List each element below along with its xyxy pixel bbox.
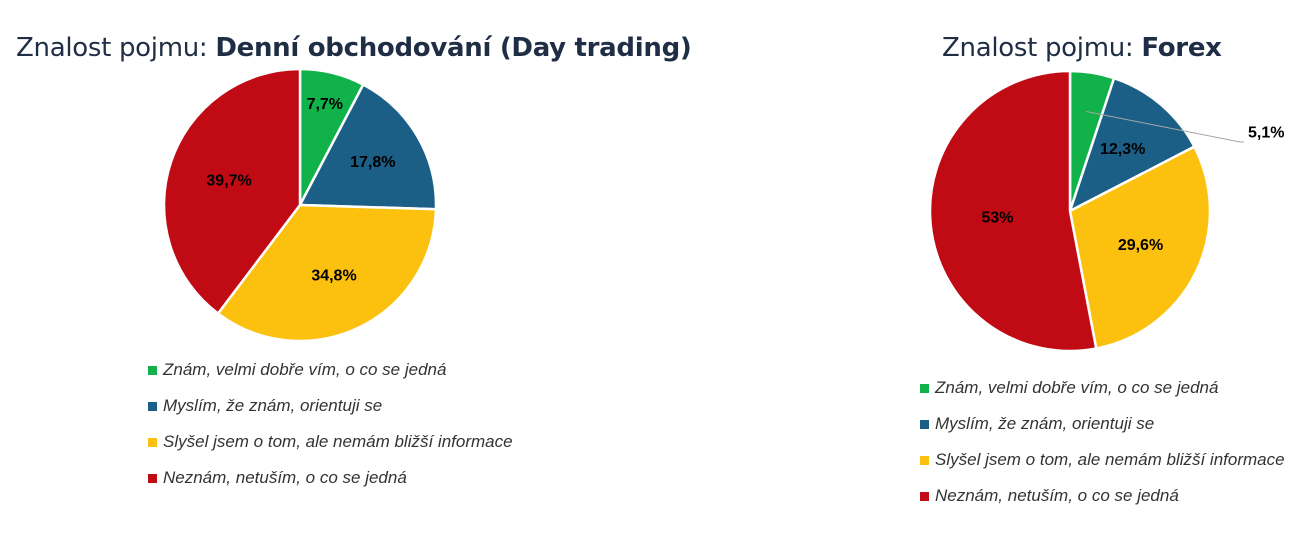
legend: Znám, velmi dobře vím, o co se jedná Mys… bbox=[148, 352, 513, 496]
legend-label: Neznám, netuším, o co se jedná bbox=[935, 486, 1179, 505]
pie-slice bbox=[162, 67, 302, 315]
pie-plot: 5,1% 12,3% 29,6% 53% bbox=[928, 69, 1284, 353]
legend-swatch bbox=[920, 455, 929, 465]
legend-item: Slyšel jsem o tom, ale nemám bližší info… bbox=[920, 442, 1285, 478]
data-label: 5,1% bbox=[1248, 125, 1284, 142]
legend-swatch bbox=[148, 437, 157, 447]
pie-chart-forex: Znalost pojmu: Forex 5,1% 12,3% 29,6% 53% Z… bbox=[900, 0, 1314, 535]
legend-label: Myslím, že znám, orientuji se bbox=[935, 414, 1155, 433]
data-label: 39,7% bbox=[206, 173, 251, 190]
data-label: 29,6% bbox=[1118, 237, 1163, 254]
legend-swatch bbox=[148, 365, 157, 375]
legend-item: Myslím, že znám, orientuji se bbox=[920, 406, 1285, 442]
legend-label: Myslím, že znám, orientuji se bbox=[163, 396, 383, 415]
data-label: 34,8% bbox=[311, 268, 356, 285]
pie-slice bbox=[928, 69, 1098, 353]
pie-chart-day-trading: Znalost pojmu: Denní obchodování (Day tr… bbox=[16, 33, 692, 496]
legend-label: Slyšel jsem o tom, ale nemám bližší info… bbox=[935, 450, 1285, 469]
pie-plot: 7,7% 17,8% 34,8% 39,7% bbox=[162, 67, 438, 343]
legend-item: Myslím, že znám, orientuji se bbox=[148, 388, 513, 424]
legend: Znám, velmi dobře vím, o co se jedná Mys… bbox=[920, 370, 1285, 514]
chart-title: Znalost pojmu: Denní obchodování (Day tr… bbox=[16, 33, 692, 63]
legend-label: Znám, velmi dobře vím, o co se jedná bbox=[163, 360, 447, 379]
data-label: 17,8% bbox=[350, 154, 395, 171]
legend-item: Znám, velmi dobře vím, o co se jedná bbox=[920, 370, 1285, 406]
legend-item: Neznám, netuším, o co se jedná bbox=[920, 478, 1285, 514]
legend-swatch bbox=[148, 401, 157, 411]
legend-label: Znám, velmi dobře vím, o co se jedná bbox=[935, 378, 1219, 397]
chart-title-prefix: Znalost pojmu: bbox=[942, 33, 1142, 63]
legend-swatch bbox=[920, 491, 929, 501]
legend-label: Neznám, netuším, o co se jedná bbox=[163, 468, 407, 487]
legend-item: Slyšel jsem o tom, ale nemám bližší info… bbox=[148, 424, 513, 460]
legend-swatch bbox=[920, 383, 929, 393]
pie-slice bbox=[298, 83, 438, 211]
pie-slice bbox=[1068, 145, 1212, 350]
leader-line bbox=[1086, 111, 1244, 143]
legend-swatch bbox=[920, 419, 929, 429]
legend-label: Slyšel jsem o tom, ale nemám bližší info… bbox=[163, 432, 513, 451]
pie-slice bbox=[1068, 76, 1196, 213]
legend-swatch bbox=[148, 473, 157, 483]
legend-item: Znám, velmi dobře vím, o co se jedná bbox=[148, 352, 513, 388]
chart-title-prefix: Znalost pojmu: bbox=[16, 33, 216, 63]
data-label: 12,3% bbox=[1100, 141, 1145, 158]
chart-title: Znalost pojmu: Forex bbox=[942, 33, 1222, 63]
data-label: 7,7% bbox=[307, 96, 343, 113]
legend-item: Neznám, netuším, o co se jedná bbox=[148, 460, 513, 496]
chart-title-bold: Forex bbox=[1141, 33, 1222, 63]
data-label: 53% bbox=[981, 209, 1013, 226]
pie-slice bbox=[216, 203, 438, 343]
chart-title-bold: Denní obchodování (Day trading) bbox=[215, 33, 692, 63]
